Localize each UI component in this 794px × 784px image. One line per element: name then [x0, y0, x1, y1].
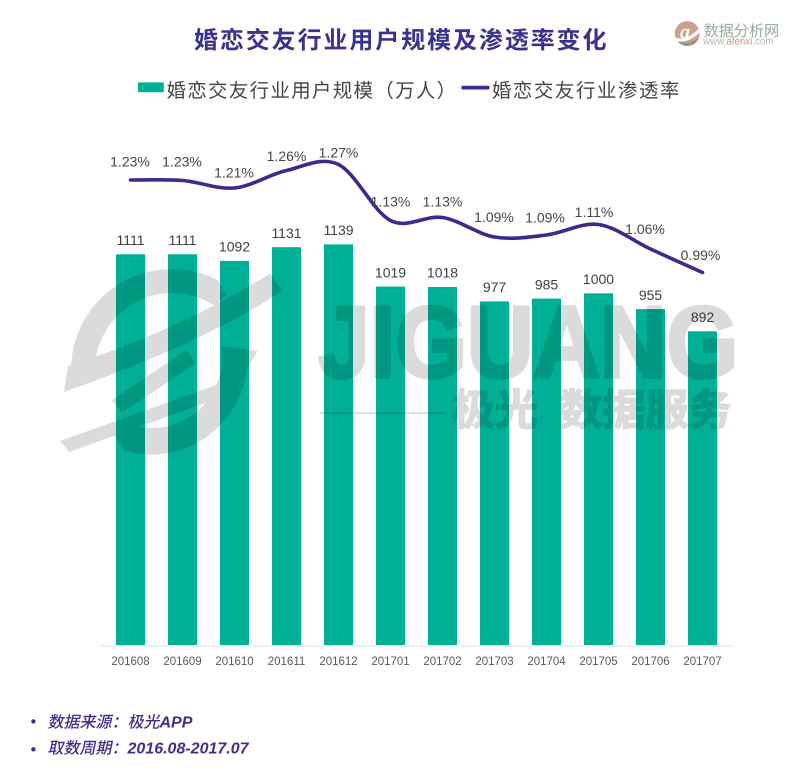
svg-text:1.11%: 1.11% — [575, 204, 614, 220]
svg-text:1131: 1131 — [271, 225, 301, 241]
svg-text:1111: 1111 — [168, 232, 196, 248]
svg-text:1019: 1019 — [375, 264, 406, 280]
svg-text:1018: 1018 — [427, 265, 458, 281]
svg-text:0.99%: 0.99% — [681, 247, 721, 263]
svg-text:1.13%: 1.13% — [371, 194, 411, 210]
svg-text:201610: 201610 — [215, 656, 253, 668]
svg-text:1.09%: 1.09% — [474, 209, 514, 225]
svg-text:1.09%: 1.09% — [525, 210, 565, 226]
svg-text:a: a — [680, 21, 690, 43]
svg-text:1.21%: 1.21% — [214, 165, 254, 181]
svg-text:1.23%: 1.23% — [162, 154, 202, 170]
svg-text:1111: 1111 — [116, 232, 144, 248]
svg-text:APP: APP — [159, 715, 193, 732]
svg-text:955: 955 — [639, 287, 663, 303]
svg-text:1139: 1139 — [323, 222, 353, 238]
svg-text:1.23%: 1.23% — [110, 154, 150, 170]
svg-text:2016.08-2017.07: 2016.08-2017.07 — [127, 741, 250, 758]
svg-text:201702: 201702 — [423, 656, 461, 668]
svg-text:892: 892 — [691, 309, 715, 325]
svg-text:201707: 201707 — [683, 656, 721, 668]
svg-text:977: 977 — [483, 279, 507, 295]
svg-text:201703: 201703 — [475, 656, 513, 668]
svg-text:1.27%: 1.27% — [319, 145, 359, 161]
svg-text:201609: 201609 — [163, 656, 201, 668]
svg-text:JIGUANG: JIGUANG — [319, 287, 739, 399]
svg-text:www.afenxi.com: www.afenxi.com — [702, 37, 773, 48]
svg-text:1092: 1092 — [219, 239, 250, 255]
svg-text:985: 985 — [535, 276, 559, 292]
svg-text:1000: 1000 — [583, 271, 614, 287]
svg-text:201611: 201611 — [268, 656, 306, 668]
svg-text:201701: 201701 — [371, 656, 409, 668]
svg-text:1.13%: 1.13% — [423, 194, 463, 210]
svg-text:201706: 201706 — [631, 656, 669, 668]
svg-text:201608: 201608 — [111, 656, 149, 668]
svg-text:1.26%: 1.26% — [267, 148, 307, 164]
svg-text:201612: 201612 — [319, 656, 357, 668]
svg-text:201704: 201704 — [527, 656, 566, 668]
svg-text:201705: 201705 — [579, 656, 617, 668]
svg-text:1.06%: 1.06% — [625, 221, 665, 237]
